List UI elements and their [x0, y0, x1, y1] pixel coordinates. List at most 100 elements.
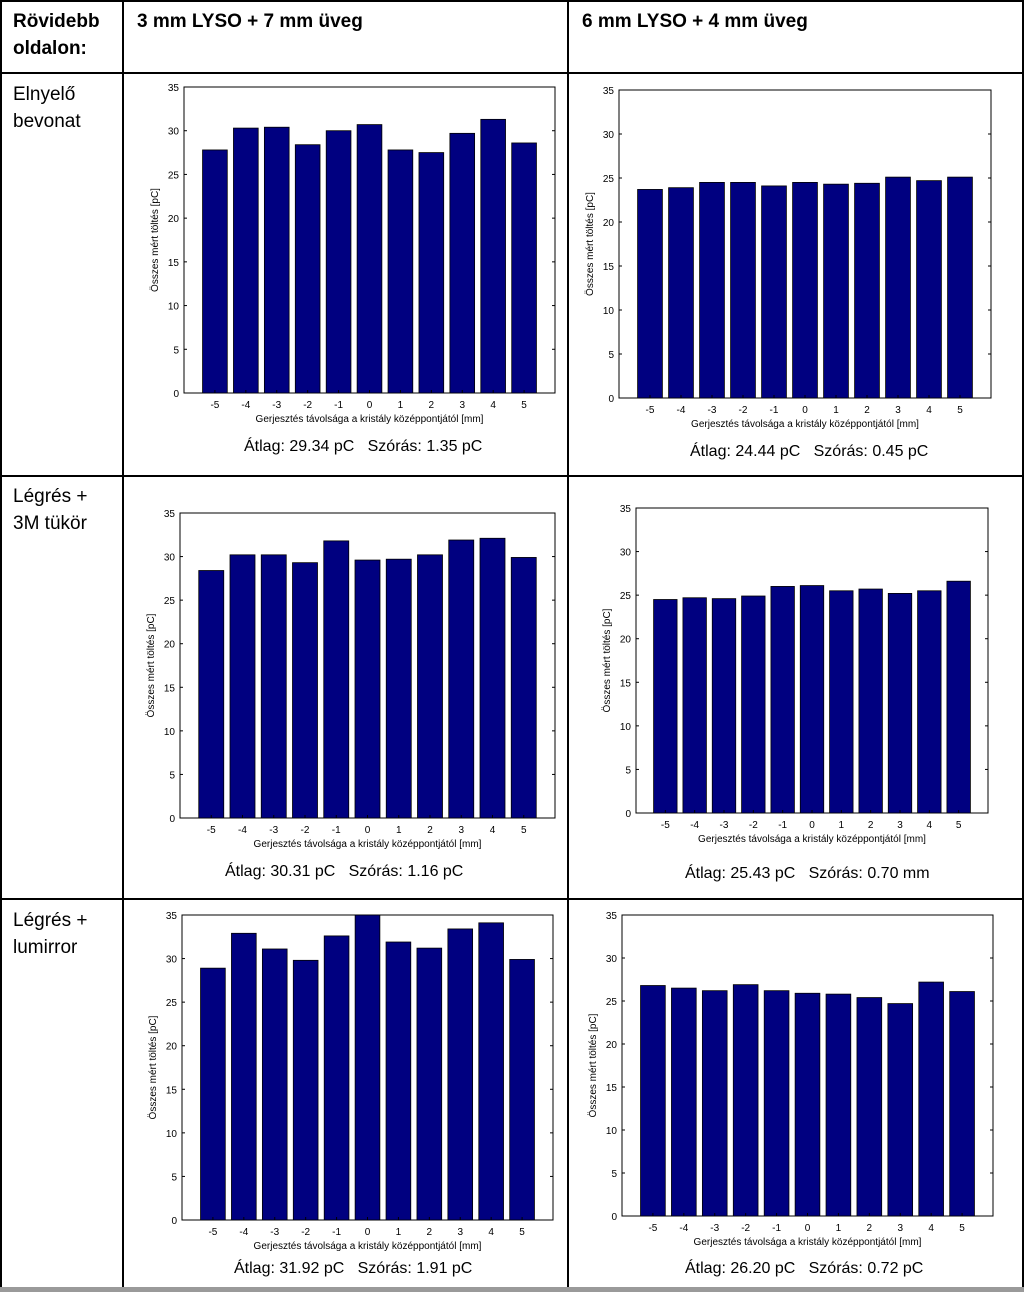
table-divider-row2 — [0, 475, 1024, 477]
col-header-2: 6 mm LYSO + 4 mm üveg — [582, 11, 808, 32]
bar — [761, 185, 787, 399]
y-tick-label: 25 — [606, 997, 618, 1008]
x-axis-label: Gerjesztés távolsága a kristály középpon… — [254, 1241, 482, 1252]
bar — [387, 149, 414, 394]
x-tick-label: -3 — [710, 1223, 719, 1234]
table-border-left — [0, 0, 2, 1287]
bar — [294, 144, 321, 394]
y-axis-label: Összes mért töltés [pC] — [149, 188, 161, 292]
bar — [323, 540, 350, 819]
y-tick-label: 30 — [166, 955, 178, 966]
y-tick-label: 10 — [166, 1129, 178, 1140]
x-tick-label: 0 — [365, 825, 371, 836]
bar — [292, 959, 319, 1221]
x-tick-label: -5 — [648, 1223, 657, 1234]
bar — [949, 991, 975, 1217]
table-divider-row3 — [0, 898, 1024, 900]
x-tick-label: 2 — [429, 400, 435, 411]
y-tick-label: 20 — [603, 218, 615, 229]
y-tick-label: 0 — [608, 394, 614, 405]
y-tick-label: 0 — [169, 814, 175, 825]
bar — [887, 593, 913, 814]
x-tick-label: -3 — [720, 820, 729, 831]
x-tick-label: 3 — [458, 825, 464, 836]
bottom-strip — [0, 1287, 1024, 1292]
table-divider-col1 — [122, 0, 124, 1287]
y-tick-label: 25 — [166, 998, 178, 1009]
x-tick-label: -5 — [207, 825, 216, 836]
bar — [200, 967, 226, 1221]
x-tick-label: -1 — [332, 825, 341, 836]
y-tick-label: 10 — [603, 306, 615, 317]
row-label-3m: Légrés + 3M tükör — [13, 486, 88, 534]
bar — [885, 176, 911, 399]
stats-lumirror-3mm: Átlag: 31.92 pC Szórás: 1.91 pC — [234, 1260, 473, 1277]
x-tick-label: 2 — [864, 405, 870, 416]
bar — [511, 142, 537, 394]
table-divider-col2 — [567, 0, 569, 1287]
bar-chart-elnyelo-6mm: -5 -4 -3 -2 -1 0 1 2 3 4 5 0 5 10 15 20 25 30 35 Gerjesztés… — [584, 86, 992, 430]
y-tick-label: 35 — [164, 509, 176, 520]
x-tick-label: 3 — [459, 400, 465, 411]
bar — [447, 928, 474, 1221]
bar — [231, 932, 257, 1221]
x-tick-label: 2 — [867, 1223, 873, 1234]
stats-3m-6mm: Átlag: 25.43 pC Szórás: 0.70 mm — [685, 865, 930, 882]
bar — [198, 570, 225, 819]
y-tick-label: 35 — [168, 83, 180, 94]
y-tick-label: 0 — [171, 1216, 177, 1227]
bar — [385, 558, 412, 819]
x-tick-label: 4 — [488, 1227, 494, 1238]
x-tick-label: 1 — [836, 1223, 842, 1234]
row-label-elnyelo: Elnyelő bevonat — [13, 84, 81, 132]
x-tick-label: 4 — [927, 820, 933, 831]
bar — [799, 585, 825, 814]
x-tick-label: -2 — [741, 1223, 750, 1234]
y-tick-label: 25 — [620, 591, 632, 602]
bar — [854, 182, 880, 399]
x-tick-label: 5 — [521, 825, 527, 836]
x-tick-label: 4 — [490, 400, 496, 411]
x-axis-label: Gerjesztés távolsága a kristály középpon… — [691, 419, 919, 430]
y-tick-label: 20 — [606, 1040, 618, 1051]
y-tick-label: 35 — [620, 504, 632, 515]
x-tick-label: -2 — [303, 400, 312, 411]
bar — [823, 183, 849, 399]
x-tick-label: -1 — [334, 400, 343, 411]
x-tick-label: 1 — [398, 400, 404, 411]
y-tick-label: 5 — [169, 770, 175, 781]
y-tick-label: 20 — [168, 214, 180, 225]
y-tick-label: 5 — [608, 350, 614, 361]
x-tick-label: 0 — [365, 1227, 371, 1238]
bar — [417, 554, 443, 819]
x-tick-label: -1 — [778, 820, 787, 831]
bar-chart-lumirror-6mm: -5 -4 -3 -2 -1 0 1 2 3 4 5 0 5 10 15 20 25 30 35 Gerjesztés… — [587, 911, 994, 1248]
bar — [509, 959, 535, 1221]
y-tick-label: 35 — [603, 86, 615, 97]
x-tick-label: -4 — [677, 405, 686, 416]
bar — [418, 152, 445, 394]
x-tick-label: -5 — [210, 400, 219, 411]
bar — [682, 597, 707, 814]
bar — [770, 586, 795, 814]
x-axis-label: Gerjesztés távolsága a kristály középpon… — [254, 839, 482, 850]
bar — [229, 554, 256, 819]
y-axis-label: Összes mért töltés [pC] — [584, 192, 596, 296]
y-tick-label: 15 — [620, 678, 632, 689]
x-tick-label: 0 — [802, 405, 808, 416]
bar — [668, 187, 694, 399]
y-tick-label: 15 — [166, 1085, 178, 1096]
x-tick-label: -2 — [749, 820, 758, 831]
stats-elnyelo-6mm: Átlag: 24.44 pC Szórás: 0.45 pC — [690, 443, 929, 460]
bar — [202, 149, 228, 394]
x-tick-label: 2 — [427, 1227, 433, 1238]
x-tick-label: 0 — [805, 1223, 811, 1234]
bar — [416, 947, 443, 1221]
bar — [510, 557, 537, 819]
y-tick-label: 30 — [620, 548, 632, 559]
x-tick-label: -3 — [708, 405, 717, 416]
bar — [449, 132, 476, 394]
bar — [292, 562, 318, 819]
stats-elnyelo-3mm: Átlag: 29.34 pC Szórás: 1.35 pC — [244, 438, 483, 455]
y-tick-label: 10 — [164, 727, 176, 738]
